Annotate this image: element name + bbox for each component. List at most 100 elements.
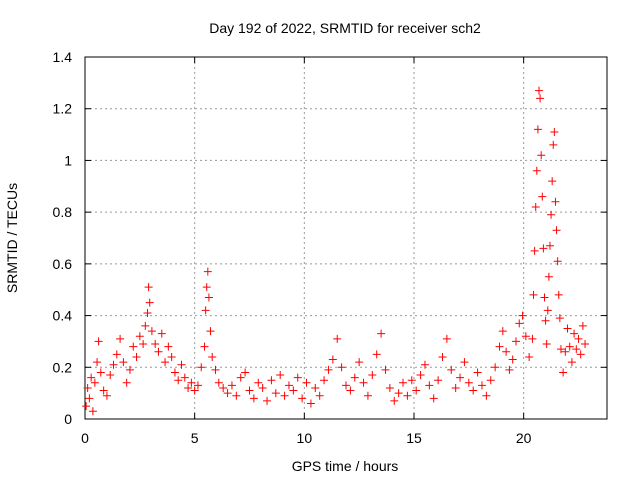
data-point-133 xyxy=(538,192,547,201)
data-point-19 xyxy=(132,352,141,361)
data-point-48 xyxy=(208,352,217,361)
data-point-120 xyxy=(515,319,524,328)
data-point-4 xyxy=(88,407,97,416)
data-point-89 xyxy=(385,383,394,392)
data-point-78 xyxy=(337,363,346,372)
data-point-36 xyxy=(180,373,189,382)
data-point-25 xyxy=(145,298,154,307)
data-point-92 xyxy=(399,378,408,387)
data-point-159 xyxy=(576,350,585,359)
data-point-33 xyxy=(170,368,179,377)
data-point-145 xyxy=(551,197,560,206)
data-point-0 xyxy=(82,402,91,411)
data-point-84 xyxy=(363,391,372,400)
y-tick-label-1.2: 1.2 xyxy=(53,101,73,117)
data-point-143 xyxy=(549,140,558,149)
data-point-100 xyxy=(434,376,443,385)
data-point-129 xyxy=(533,125,542,134)
data-point-144 xyxy=(550,127,559,136)
data-point-27 xyxy=(151,340,160,349)
data-point-85 xyxy=(368,371,377,380)
data-point-109 xyxy=(473,368,482,377)
data-point-150 xyxy=(556,345,565,354)
data-point-66 xyxy=(284,381,293,390)
data-point-73 xyxy=(315,391,324,400)
data-point-131 xyxy=(536,94,545,103)
data-point-132 xyxy=(537,151,546,160)
data-point-126 xyxy=(530,246,539,255)
data-point-114 xyxy=(495,342,504,351)
data-point-91 xyxy=(394,389,403,398)
data-point-69 xyxy=(298,394,307,403)
data-point-20 xyxy=(135,332,144,341)
data-point-23 xyxy=(143,308,152,317)
data-point-29 xyxy=(157,329,166,338)
data-point-2 xyxy=(85,394,94,403)
data-point-57 xyxy=(245,386,254,395)
data-point-8 xyxy=(96,368,105,377)
data-point-153 xyxy=(563,324,572,333)
data-point-119 xyxy=(511,337,520,346)
data-point-42 xyxy=(200,342,209,351)
data-point-115 xyxy=(498,327,507,336)
data-point-54 xyxy=(232,391,241,400)
data-point-39 xyxy=(190,386,199,395)
data-point-149 xyxy=(555,314,564,323)
data-point-76 xyxy=(328,355,337,364)
data-point-81 xyxy=(350,373,359,382)
x-tick-label-0: 0 xyxy=(81,430,89,446)
data-point-56 xyxy=(241,368,250,377)
data-point-21 xyxy=(139,340,148,349)
data-point-116 xyxy=(502,347,511,356)
data-point-34 xyxy=(174,376,183,385)
data-point-30 xyxy=(161,358,170,367)
data-point-44 xyxy=(202,283,211,292)
data-point-134 xyxy=(539,244,548,253)
data-point-52 xyxy=(223,389,232,398)
chart-title: Day 192 of 2022, SRMTID for receiver sch… xyxy=(209,20,481,36)
data-point-104 xyxy=(451,383,460,392)
data-point-158 xyxy=(574,334,583,343)
data-point-110 xyxy=(477,381,486,390)
y-axis-label: SRMTID / TECUs xyxy=(4,183,20,293)
data-point-12 xyxy=(109,360,118,369)
data-point-141 xyxy=(547,210,556,219)
data-point-128 xyxy=(532,166,541,175)
data-point-14 xyxy=(116,334,125,343)
x-tick-label-15: 15 xyxy=(406,430,422,446)
data-point-50 xyxy=(214,378,223,387)
data-point-155 xyxy=(567,358,576,367)
data-point-13 xyxy=(112,350,121,359)
data-point-53 xyxy=(227,381,236,390)
data-point-125 xyxy=(529,290,538,299)
y-tick-label-1.4: 1.4 xyxy=(53,49,73,65)
data-point-108 xyxy=(469,386,478,395)
data-point-135 xyxy=(540,293,549,302)
data-point-51 xyxy=(219,383,228,392)
grid-lines xyxy=(85,57,607,419)
data-point-41 xyxy=(197,363,206,372)
data-point-67 xyxy=(289,386,298,395)
data-point-15 xyxy=(119,358,128,367)
data-point-90 xyxy=(390,396,399,405)
data-point-95 xyxy=(412,386,421,395)
data-point-101 xyxy=(438,352,447,361)
data-point-88 xyxy=(381,365,390,374)
data-point-140 xyxy=(545,241,554,250)
y-tick-label-1: 1 xyxy=(64,152,72,168)
data-point-80 xyxy=(346,386,355,395)
data-point-22 xyxy=(141,321,150,330)
plot-frame xyxy=(84,56,608,420)
data-point-71 xyxy=(306,399,315,408)
data-point-79 xyxy=(342,381,350,390)
data-point-103 xyxy=(447,365,456,374)
data-point-61 xyxy=(263,396,272,405)
data-points xyxy=(82,86,590,416)
data-point-124 xyxy=(528,334,537,343)
data-point-38 xyxy=(187,378,196,387)
data-point-117 xyxy=(505,365,514,374)
data-point-5 xyxy=(90,378,99,387)
data-point-60 xyxy=(258,383,267,392)
data-point-87 xyxy=(377,329,386,338)
data-point-74 xyxy=(320,376,329,385)
